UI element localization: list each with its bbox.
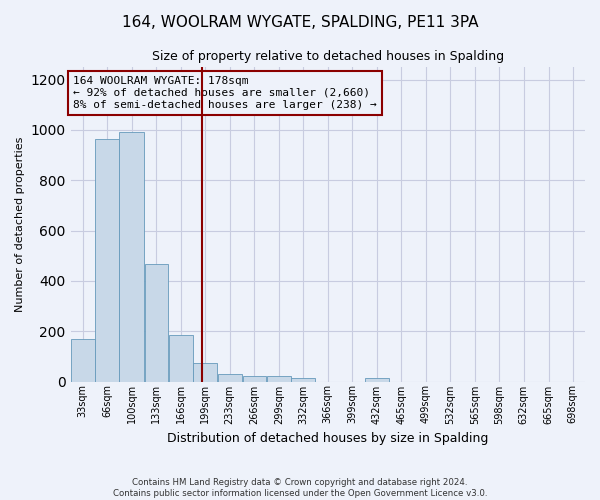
Bar [193,362,217,382]
Y-axis label: Number of detached properties: Number of detached properties [15,136,25,312]
Bar [119,132,144,382]
Text: 164, WOOLRAM WYGATE, SPALDING, PE11 3PA: 164, WOOLRAM WYGATE, SPALDING, PE11 3PA [122,15,478,30]
Bar [145,264,168,382]
Bar [291,378,315,382]
Bar [169,335,193,382]
Text: 164 WOOLRAM WYGATE: 178sqm
← 92% of detached houses are smaller (2,660)
8% of se: 164 WOOLRAM WYGATE: 178sqm ← 92% of deta… [73,76,377,110]
Bar [365,378,389,382]
X-axis label: Distribution of detached houses by size in Spalding: Distribution of detached houses by size … [167,432,488,445]
Bar [267,376,290,382]
Bar [242,376,266,382]
Bar [218,374,242,382]
Title: Size of property relative to detached houses in Spalding: Size of property relative to detached ho… [152,50,504,63]
Text: Contains HM Land Registry data © Crown copyright and database right 2024.
Contai: Contains HM Land Registry data © Crown c… [113,478,487,498]
Bar [71,338,95,382]
Bar [95,138,119,382]
